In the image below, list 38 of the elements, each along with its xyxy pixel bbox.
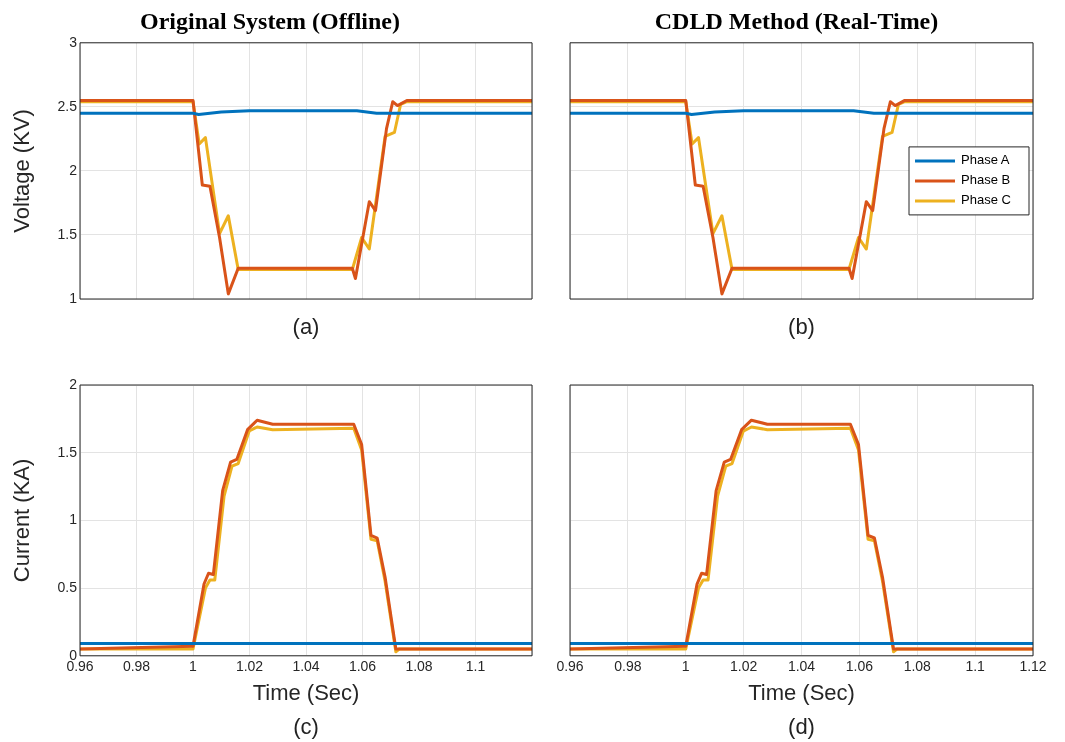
x-axis-title: Time (Sec) <box>252 679 360 705</box>
x-tick-label: 0.96 <box>556 658 584 675</box>
x-tick-label: 1.08 <box>405 658 433 675</box>
y-axis-title: Voltage (KV) <box>9 109 35 233</box>
chart-title: CDLD Method (Real-Time) <box>654 7 939 34</box>
chart-title: Original System (Offline) <box>140 7 400 34</box>
x-tick-label: 1.04 <box>787 658 816 675</box>
y-tick-label: 0.5 <box>57 578 78 595</box>
x-tick-label: 1.06 <box>348 658 377 675</box>
x-tick-label: 1.1 <box>965 658 986 675</box>
x-tick-label: 1.06 <box>845 658 874 675</box>
x-tick-label: 1.02 <box>730 658 758 675</box>
y-tick-label: 1 <box>69 289 78 306</box>
legend-label: Phase C <box>961 192 1011 208</box>
text: (b) <box>788 314 815 340</box>
text: (c) <box>293 714 319 740</box>
x-tick-label: 1.04 <box>292 658 320 675</box>
text: (a) <box>292 314 320 340</box>
y-tick-label: 3 <box>69 33 78 50</box>
legend-label: Phase B <box>961 172 1011 188</box>
x-tick-label: 0.98 <box>122 658 151 675</box>
x-tick-label: 0.98 <box>614 658 642 675</box>
x-tick-label: 1 <box>681 658 690 675</box>
y-axis-title: Current (KA) <box>9 458 35 583</box>
y-tick-label: 2 <box>69 161 78 178</box>
x-tick-label: 1.1 <box>465 658 486 675</box>
x-tick-label: 1.02 <box>235 658 264 675</box>
y-tick-label: 1.5 <box>57 443 78 460</box>
y-tick-label: 1 <box>69 511 78 528</box>
text: (d) <box>788 714 815 740</box>
x-tick-label: 1.08 <box>903 658 932 675</box>
y-tick-label: 2.5 <box>57 97 78 114</box>
y-tick-label: 1.5 <box>57 225 78 242</box>
x-tick-label: 1.12 <box>1019 658 1047 675</box>
y-tick-label: 2 <box>69 375 78 392</box>
x-tick-label: 1 <box>189 658 198 675</box>
legend-label: Phase A <box>961 152 1010 168</box>
x-axis-title: Time (Sec) <box>748 679 855 705</box>
